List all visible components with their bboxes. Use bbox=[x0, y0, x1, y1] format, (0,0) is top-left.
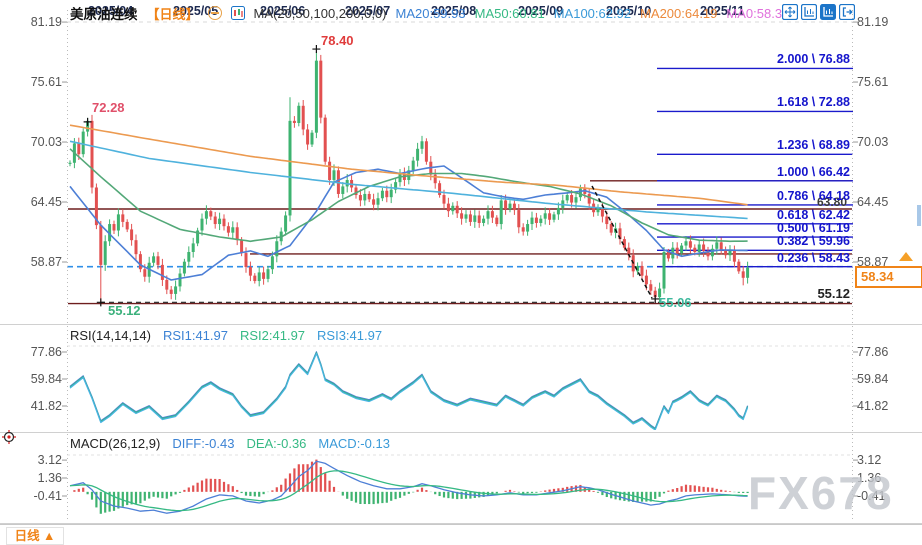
rsi-panel[interactable] bbox=[69, 351, 749, 430]
ma100-line bbox=[69, 140, 748, 220]
x-axis-label: 2025/08 bbox=[431, 4, 477, 18]
low-annotation-april: 55.12 bbox=[108, 303, 141, 319]
rsi-axis-label-left: 59.84 bbox=[30, 372, 62, 386]
left-scale-icon[interactable] bbox=[801, 4, 817, 20]
macd-axis-label-left: 1.36 bbox=[37, 471, 62, 485]
chart-toolbar bbox=[782, 4, 855, 20]
period-dropdown-button[interactable]: 日线 ▲ bbox=[6, 527, 64, 545]
price-axis-label-right: 81.19 bbox=[857, 15, 889, 30]
rsi2-line bbox=[69, 352, 749, 430]
fib-level-label: 1.236 \ 68.89 bbox=[777, 138, 850, 153]
rsi3-line bbox=[69, 353, 749, 430]
fib-level-label: 1.000 \ 66.42 bbox=[777, 164, 850, 179]
collapse-indicator-icon[interactable] bbox=[207, 6, 222, 20]
dashed-line-price-label: 55.12 bbox=[817, 286, 850, 302]
rsi2-value: RSI2:41.97 bbox=[239, 328, 306, 343]
ma20-line bbox=[69, 165, 748, 281]
symbol-name: 美原油连续 bbox=[70, 7, 138, 22]
move-icon[interactable] bbox=[782, 4, 798, 20]
line-price-label: 63.80 bbox=[817, 195, 848, 209]
price-axis-label-left: 75.61 bbox=[30, 75, 62, 90]
candlestick-series bbox=[68, 52, 750, 304]
trendline-drawing[interactable] bbox=[591, 185, 653, 299]
rsi1-value: RSI1:41.97 bbox=[162, 328, 228, 343]
ma200-line bbox=[69, 124, 748, 206]
rsi1-line bbox=[69, 351, 749, 429]
ma100-value: MA100:62.92 bbox=[553, 5, 632, 21]
exit-fullscreen-icon[interactable] bbox=[839, 4, 855, 20]
x-axis-label: 2025/06 bbox=[260, 4, 306, 18]
rsi-axis-label-left: 77.86 bbox=[30, 345, 62, 359]
fib-level-label: 2.000 \ 76.88 bbox=[777, 52, 850, 67]
x-axis-label: 2025/10 bbox=[606, 4, 652, 18]
rsi-axis-label-right: 41.82 bbox=[857, 399, 889, 413]
macd-title: MACD(26,12,9) bbox=[70, 436, 161, 451]
chart-header: 美原油连续 【日线】 MA(20,50,100,200,0,0) MA20:59… bbox=[70, 3, 782, 23]
x-axis-label: 2025/09 bbox=[518, 4, 564, 18]
fib-level-label: 1.618 \ 72.88 bbox=[777, 95, 850, 110]
bottom-axis-bar: 日线 ▲ bbox=[0, 524, 922, 545]
candlestick-legend-icon[interactable] bbox=[230, 6, 245, 20]
price-axis-label-right: 70.03 bbox=[857, 135, 889, 150]
marker-cross-icon bbox=[651, 294, 660, 303]
period-tag: 【日线】 bbox=[146, 6, 199, 22]
x-axis-label: 2025/04 bbox=[88, 4, 134, 18]
macd-dea-value: DEA:-0.36 bbox=[246, 436, 307, 451]
fx678-watermark: FX678 bbox=[748, 467, 894, 519]
price-axis-label-left: 81.19 bbox=[30, 15, 62, 30]
last-price-badge: 58.34 bbox=[855, 266, 922, 288]
ma200-value: MA200:64.19 bbox=[640, 5, 718, 21]
macd-axis-label-left: 3.12 bbox=[37, 453, 62, 468]
x-axis-label: 2025/05 bbox=[173, 4, 219, 18]
macd-axis-label-right: 3.12 bbox=[857, 453, 882, 468]
macd-diff-line bbox=[69, 460, 748, 514]
rsi-axis-label-left: 41.82 bbox=[30, 399, 62, 413]
fib-level-label: 0.236 \ 58.43 bbox=[777, 250, 850, 265]
right-scale-active-icon[interactable] bbox=[820, 4, 836, 20]
ma-settings: MA(20,50,100,200,0,0) bbox=[253, 5, 387, 21]
macd-axis-label-right: -0.41 bbox=[857, 489, 886, 503]
rsi-title: RSI(14,14,14) bbox=[70, 328, 151, 343]
high-annotation-april: 72.28 bbox=[92, 100, 125, 115]
price-axis-label-right: 58.87 bbox=[857, 255, 889, 269]
ma50-value: MA50:60.81 bbox=[474, 5, 545, 21]
marker-cross-icon bbox=[96, 298, 105, 307]
fib-level-label: 0.500 \ 61.19 bbox=[777, 221, 850, 236]
marker-cross-icon bbox=[83, 117, 92, 126]
macd-diff-value: DIFF:-0.43 bbox=[172, 436, 235, 451]
ma20-value: MA20:59.93 bbox=[395, 5, 466, 21]
fib-level-label: 0.382 \ 59.96 bbox=[777, 234, 850, 249]
main-panel[interactable] bbox=[67, 45, 853, 307]
macd-axis-label-left: -0.41 bbox=[33, 489, 63, 503]
macd-header: MACD(26,12,9) DIFF:-0.43 DEA:-0.36 MACD:… bbox=[70, 436, 390, 451]
ma50-line bbox=[69, 148, 748, 243]
marker-cross-icon bbox=[312, 45, 321, 54]
price-axis-label-left: 58.87 bbox=[30, 255, 62, 269]
price-axis-label-left: 70.03 bbox=[30, 135, 62, 150]
ma0-value: MA0:58.3 bbox=[726, 5, 783, 21]
price-axis-label-right: 75.61 bbox=[857, 75, 889, 90]
right-scrollbar-thumb[interactable] bbox=[917, 205, 921, 226]
macd-panel[interactable] bbox=[69, 459, 749, 514]
macd-hist-value: MACD:-0.13 bbox=[318, 436, 390, 451]
rsi-header: RSI(14,14,14) RSI1:41.97 RSI2:41.97 RSI3… bbox=[70, 328, 382, 343]
price-axis-label-right: 64.45 bbox=[857, 195, 889, 209]
fib-level-label: 0.618 \ 62.42 bbox=[777, 207, 850, 222]
macd-dea-line bbox=[69, 470, 748, 512]
price-axis-label-left: 64.45 bbox=[30, 195, 62, 209]
fib-level-label: 0.786 \ 64.18 bbox=[777, 188, 850, 203]
rsi3-value: RSI3:41.97 bbox=[317, 328, 383, 343]
rsi-axis-label-right: 59.84 bbox=[857, 372, 889, 386]
crosshair-target-icon[interactable] bbox=[1, 429, 17, 445]
x-axis-label: 2025/07 bbox=[345, 4, 391, 18]
low-annotation-october: 55.06 bbox=[659, 294, 692, 310]
high-annotation-june: 78.40 bbox=[321, 33, 354, 48]
macd-axis-label-right: 1.36 bbox=[857, 471, 882, 485]
x-axis-label: 2025/11 bbox=[700, 4, 745, 18]
last-price-arrow-icon bbox=[899, 252, 913, 261]
rsi-axis-label-right: 77.86 bbox=[857, 345, 889, 359]
